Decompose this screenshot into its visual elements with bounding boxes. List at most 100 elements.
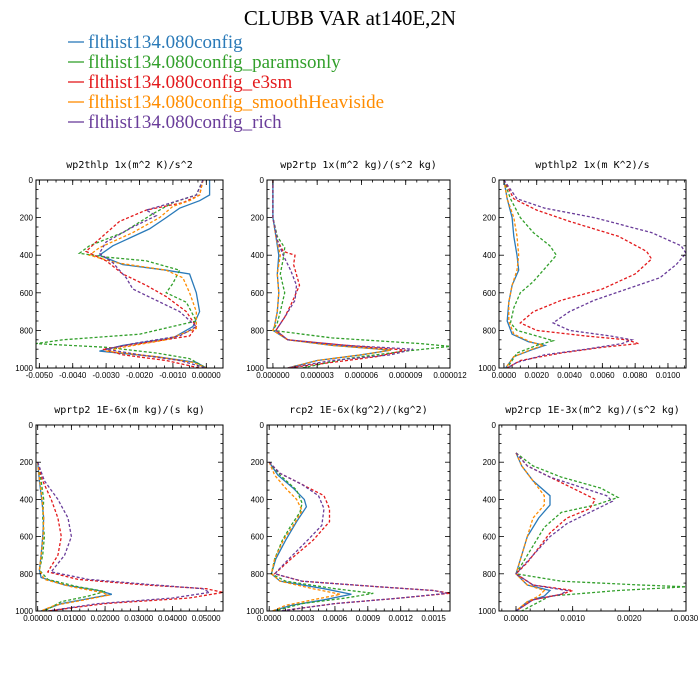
- y-tick-label: 400: [20, 251, 34, 260]
- legend-item-4: flthist134.080config_smoothHeaviside: [68, 92, 384, 113]
- legend-item-5: flthist134.080config_rich: [68, 112, 282, 133]
- panel-3: wpthlp2 1x(m K^2)/s020040060080010000.00…: [478, 160, 687, 380]
- legend-label: flthist134.080config_smoothHeaviside: [88, 92, 384, 113]
- y-tick-label: 1000: [15, 607, 33, 616]
- y-tick-label: 600: [483, 289, 497, 298]
- y-tick-label: 0: [492, 421, 497, 430]
- y-tick-label: 800: [251, 570, 265, 579]
- legend-item-2: flthist134.080config_paramsonly: [68, 52, 341, 73]
- series-line-flthist134-080config-rich: [98, 180, 207, 368]
- y-tick-label: 200: [20, 214, 34, 223]
- series-line-flthist134-080config-paramsonly: [514, 452, 686, 611]
- series-line-flthist134-080config-smoothheaviside: [503, 180, 546, 368]
- panel-title: wp2thlp 1x(m^2 K)/s^2: [66, 160, 192, 171]
- x-tick-label: 0.0006: [323, 614, 348, 623]
- series-line-flthist134-080config-rich: [268, 461, 447, 611]
- x-tick-label: 0.000006: [345, 371, 379, 380]
- x-tick-label: 0.04000: [158, 614, 187, 623]
- x-tick-label: 0.01000: [57, 614, 86, 623]
- series-group: [268, 461, 450, 611]
- series-line-flthist134-080config-paramsonly: [271, 180, 450, 368]
- series-line-flthist134-080config-rich: [272, 180, 414, 368]
- series-line-flthist134-080config-e3sm: [514, 452, 597, 611]
- x-tick-label: 0.0010: [560, 614, 585, 623]
- legend-label: flthist134.080config_rich: [88, 112, 282, 133]
- series-line-flthist134-080config-e3sm: [268, 461, 450, 611]
- x-tick-label: -0.0020: [126, 371, 154, 380]
- x-tick-label: 0.0030: [674, 614, 699, 623]
- legend-item-1: flthist134.080config: [68, 32, 243, 53]
- y-tick-label: 1000: [15, 364, 33, 373]
- x-tick-label: 0.0009: [356, 614, 381, 623]
- x-tick-label: 0.0020: [617, 614, 642, 623]
- y-tick-label: 600: [483, 533, 497, 542]
- x-tick-label: 0.000012: [433, 371, 467, 380]
- y-tick-label: 200: [251, 214, 265, 223]
- x-tick-label: 0.0020: [524, 371, 549, 380]
- y-tick-label: 200: [20, 458, 34, 467]
- figure-title: CLUBB VAR at140E,2N: [244, 6, 456, 30]
- plot-frame: [35, 424, 224, 612]
- x-tick-label: 0.05000: [192, 614, 221, 623]
- series-line-flthist134-080config-rich: [503, 180, 686, 368]
- series-line-flthist134-080config-e3sm: [84, 180, 204, 368]
- plot-frame: [35, 179, 224, 369]
- x-tick-label: 0.0000: [257, 614, 282, 623]
- y-tick-label: 600: [20, 533, 34, 542]
- x-tick-label: -0.0030: [93, 371, 121, 380]
- panel-grid: wp2thlp 1x(m^2 K)/s^202004006008001000-0…: [15, 160, 699, 623]
- x-tick-label: 0.0060: [590, 371, 615, 380]
- series-line-flthist134-080config-smoothheaviside: [272, 180, 392, 368]
- series-line-flthist134-080config: [503, 180, 548, 368]
- x-tick-label: 0.00000: [192, 371, 221, 380]
- x-tick-label: 0.02000: [91, 614, 120, 623]
- legend-label: flthist134.080config_e3sm: [88, 72, 292, 93]
- x-tick-label: 0.0040: [557, 371, 582, 380]
- x-tick-label: 0.000009: [389, 371, 423, 380]
- y-tick-label: 800: [20, 326, 34, 335]
- series-line-flthist134-080config-paramsonly: [503, 180, 558, 368]
- panel-title: wpthlp2 1x(m K^2)/s: [535, 160, 649, 171]
- legend-item-3: flthist134.080config_e3sm: [68, 72, 292, 93]
- y-tick-label: 800: [251, 326, 265, 335]
- series-line-flthist134-080config-smoothheaviside: [515, 452, 546, 611]
- legend-label: flthist134.080config: [88, 32, 243, 53]
- y-tick-label: 1000: [478, 607, 496, 616]
- y-tick-label: 600: [251, 289, 265, 298]
- y-tick-label: 800: [483, 326, 497, 335]
- y-tick-label: 0: [29, 421, 34, 430]
- y-tick-label: 0: [260, 421, 265, 430]
- series-line-flthist134-080config-e3sm: [37, 462, 223, 611]
- series-line-flthist134-080config-rich: [37, 461, 212, 611]
- series-line-flthist134-080config-paramsonly: [36, 180, 207, 368]
- y-tick-label: 0: [492, 176, 497, 185]
- series-group: [37, 461, 223, 611]
- series-line-flthist134-080config: [98, 180, 211, 368]
- y-tick-label: 400: [483, 495, 497, 504]
- series-line-flthist134-080config-e3sm: [272, 180, 406, 368]
- x-tick-label: 0.0012: [388, 614, 413, 623]
- panel-5: rcp2 1E-6x(kg^2)/(kg^2) 0 200 400 600 800 1000…: [246, 405, 451, 623]
- series-group: [514, 452, 686, 611]
- series-line-flthist134-080config-smoothheaviside: [268, 461, 341, 611]
- x-tick-label: 0.03000: [124, 614, 153, 623]
- x-tick-label: -0.0050: [26, 371, 54, 380]
- y-tick-label: 400: [483, 251, 497, 260]
- y-tick-label: 400: [20, 495, 34, 504]
- series-group: [36, 180, 211, 368]
- y-tick-label: 1000: [478, 364, 496, 373]
- series-group: [271, 180, 450, 368]
- x-tick-label: 0.0100: [656, 371, 681, 380]
- panel-title: wp2rtp 1x(m^2 kg)/(s^2 kg): [280, 160, 437, 171]
- legend-label: flthist134.080config_paramsonly: [88, 52, 341, 73]
- series-line-flthist134-080config: [37, 462, 112, 611]
- y-tick-label: 600: [251, 533, 265, 542]
- panel-1: wp2thlp 1x(m^2 K)/s^202004006008001000-0…: [15, 160, 224, 380]
- y-tick-label: 200: [251, 458, 265, 467]
- x-tick-label: 0.0000: [492, 371, 517, 380]
- x-tick-label: 0.000000: [256, 371, 290, 380]
- y-tick-label: 400: [251, 495, 265, 504]
- series-group: [503, 180, 686, 368]
- x-tick-label: 0.0015: [421, 614, 446, 623]
